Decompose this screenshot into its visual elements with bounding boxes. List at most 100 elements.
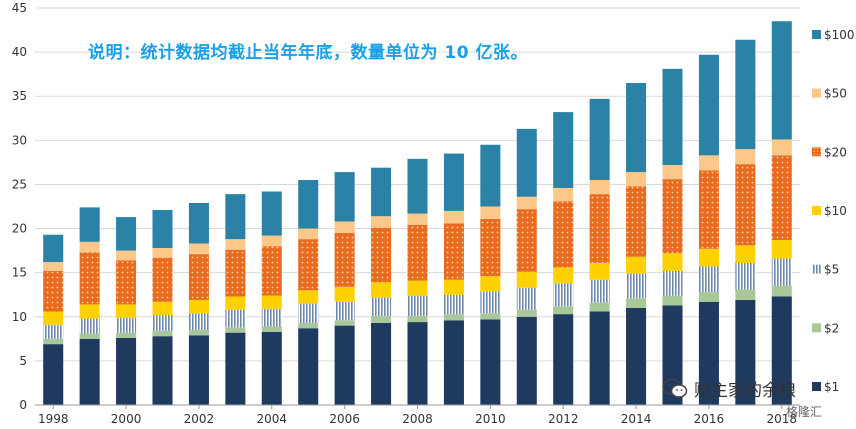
bar-segment-$1 (298, 328, 319, 405)
y-tick-label: 30 (12, 133, 27, 147)
bar-segment-$5 (553, 283, 574, 307)
bar-stack-2018 (771, 21, 792, 405)
bar-segment-$20 (188, 254, 209, 301)
bar-segment-$10 (589, 262, 610, 280)
bar-segment-$2 (626, 298, 647, 308)
bar-segment-$100 (698, 54, 719, 156)
bar-segment-$2 (334, 320, 355, 326)
bar-segment-$5 (589, 279, 610, 303)
bar-segment-$20 (79, 252, 100, 305)
legend: $100 $50 $20 $10 $5 $2 $1 (812, 28, 855, 394)
bar-segment-$2 (188, 330, 209, 336)
bar-segment-$5 (371, 297, 392, 316)
bar-stack-2005 (298, 180, 319, 405)
bar-segment-$10 (407, 280, 428, 296)
legend-label: $100 (824, 28, 855, 42)
bar-segment-$20 (261, 246, 282, 296)
bar-segment-$5 (261, 308, 282, 327)
bar-segment-$20 (298, 239, 319, 291)
legend-swatch (812, 264, 821, 274)
bar-segment-$20 (698, 170, 719, 249)
bar-segment-$50 (735, 149, 756, 165)
bar-segment-$1 (443, 320, 464, 405)
bar-segment-$5 (298, 303, 319, 323)
bar-segment-$100 (334, 172, 355, 222)
bar-segment-$100 (43, 234, 64, 263)
y-tick-label: 15 (12, 266, 27, 280)
bar-segment-$1 (334, 325, 355, 405)
bar-segment-$5 (662, 270, 683, 296)
bar-segment-$2 (116, 332, 137, 338)
chart-note: 说明：统计数据均截止当年年底，数量单位为 10 亿张。 (88, 43, 528, 63)
legend-item-$5: $5 (812, 263, 839, 277)
bar-segment-$50 (334, 221, 355, 233)
bar-segment-$5 (79, 318, 100, 334)
bar-stack-2010 (480, 144, 501, 405)
legend-item-$2: $2 (812, 321, 839, 335)
bar-segment-$1 (626, 307, 647, 405)
bar-segment-$5 (152, 315, 173, 331)
bar-segment-$1 (735, 300, 756, 405)
bar-segment-$2 (443, 314, 464, 321)
bar-segment-$1 (261, 331, 282, 405)
bar-segment-$2 (79, 333, 100, 339)
bar-segment-$10 (516, 271, 537, 288)
wechat-icon (662, 378, 688, 398)
watermark-text: 财主家的余粮 (694, 381, 796, 401)
bar-segment-$50 (589, 180, 610, 195)
bar-segment-$20 (407, 225, 428, 281)
bar-segment-$2 (516, 309, 537, 317)
legend-label: $2 (824, 321, 839, 335)
watermark-secondary: 格隆汇 (786, 405, 823, 419)
bar-segment-$5 (698, 266, 719, 293)
bar-segment-$2 (298, 322, 319, 329)
bar-segment-$10 (626, 256, 647, 274)
bar-stack-2001 (152, 210, 173, 405)
bar-segment-$50 (443, 210, 464, 224)
bar-segment-$5 (771, 258, 792, 286)
bar-segment-$2 (735, 289, 756, 301)
bar-segment-$20 (152, 257, 173, 302)
bar-segment-$50 (116, 250, 137, 261)
bar-segment-$5 (334, 301, 355, 321)
bar-segment-$50 (225, 239, 246, 250)
bar-segment-$100 (79, 207, 100, 242)
bar-segment-$10 (771, 240, 792, 259)
bar-segment-$10 (79, 304, 100, 319)
bar-segment-$20 (43, 270, 64, 312)
bar-segment-$2 (371, 315, 392, 323)
x-tick-label: 2014 (621, 412, 652, 426)
bar-segment-$10 (443, 279, 464, 295)
bar-segment-$100 (516, 128, 537, 197)
bar-segment-$100 (152, 210, 173, 248)
legend-label: $10 (824, 204, 847, 218)
bar-segment-$10 (662, 253, 683, 271)
bar-segment-$10 (698, 248, 719, 267)
bar-segment-$10 (298, 290, 319, 304)
bar-segment-$50 (553, 187, 574, 202)
x-tick-label: 2004 (257, 412, 288, 426)
bar-segment-$100 (116, 217, 137, 251)
bars-group (43, 21, 792, 405)
bar-segment-$20 (443, 223, 464, 280)
x-tick-label: 2016 (694, 412, 725, 426)
legend-swatch (812, 206, 821, 215)
bar-segment-$5 (116, 317, 137, 333)
bar-segment-$2 (407, 315, 428, 323)
legend-swatch (812, 30, 821, 39)
bar-segment-$50 (407, 213, 428, 226)
bar-stack-2008 (407, 158, 428, 405)
bar-segment-$1 (480, 319, 501, 405)
bar-segment-$100 (298, 180, 319, 229)
bar-stack-2017 (735, 39, 756, 405)
legend-item-$1: $1 (812, 380, 839, 394)
bar-segment-$10 (152, 301, 173, 316)
bar-segment-$50 (261, 235, 282, 247)
bar-segment-$20 (480, 218, 501, 277)
bar-segment-$1 (771, 296, 792, 405)
x-tick-label: 2008 (402, 412, 433, 426)
bar-segment-$10 (334, 286, 355, 302)
bar-stack-2002 (188, 202, 209, 405)
legend-label: $1 (824, 380, 839, 394)
